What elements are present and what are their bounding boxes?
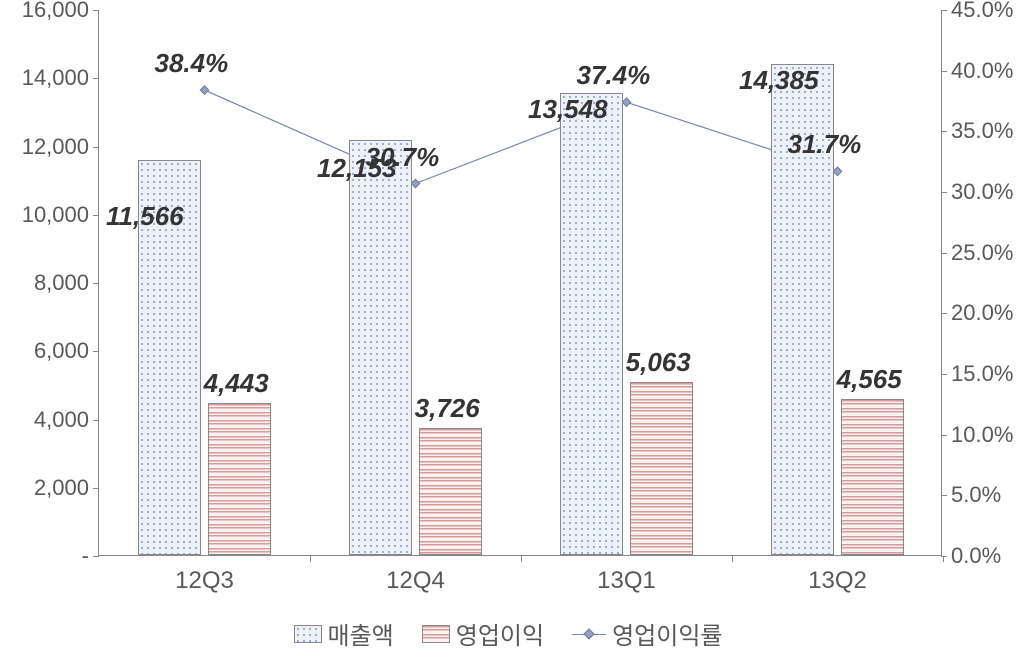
legend-swatch	[422, 625, 450, 643]
y-left-tick: 10,000	[22, 202, 99, 228]
bar1-data-label: 14,385	[739, 65, 819, 96]
y-right-tick: 35.0%	[941, 118, 1013, 144]
line-data-label: 38.4%	[155, 48, 229, 79]
y-left-tick: 6,000	[34, 338, 99, 364]
line-marker	[622, 98, 630, 106]
line-data-label: 31.7%	[788, 129, 862, 160]
bar2-data-label: 5,063	[626, 347, 691, 378]
bar-operating-profit	[419, 428, 482, 555]
x-tick: 13Q2	[808, 555, 867, 595]
bar-operating-profit	[630, 382, 693, 555]
legend-item: 영업이익률	[572, 616, 722, 651]
bar-revenue	[560, 93, 623, 555]
y-left-tick: 14,000	[22, 65, 99, 91]
bar1-data-label: 11,566	[106, 201, 184, 232]
plot-area: -2,0004,0006,0008,00010,00012,00014,0001…	[98, 10, 942, 556]
bar2-data-label: 3,726	[415, 393, 480, 424]
y-right-tick: 40.0%	[941, 58, 1013, 84]
y-right-tick: 45.0%	[941, 0, 1013, 23]
y-right-tick: 0.0%	[941, 543, 1001, 569]
x-tick: 13Q1	[597, 555, 656, 595]
bar2-data-label: 4,565	[837, 364, 902, 395]
y-left-tick: 4,000	[34, 407, 99, 433]
bar2-data-label: 4,443	[204, 368, 269, 399]
x-tick: 12Q4	[386, 555, 445, 595]
bar1-data-label: 13,548	[528, 94, 608, 125]
y-right-tick: 30.0%	[941, 179, 1013, 205]
legend-item: 매출액	[294, 616, 394, 651]
line-data-label: 37.4%	[577, 60, 651, 91]
y-right-tick: 15.0%	[941, 361, 1013, 387]
legend-item: 영업이익	[422, 616, 544, 651]
y-left-tick: 8,000	[34, 270, 99, 296]
y-right-tick: 25.0%	[941, 240, 1013, 266]
x-tick: 12Q3	[175, 555, 234, 595]
y-right-tick: 5.0%	[941, 482, 1001, 508]
legend-label: 영업이익률	[612, 616, 722, 651]
bar-operating-profit	[208, 403, 271, 555]
line-series	[205, 90, 838, 183]
line-marker	[411, 179, 419, 187]
legend: 매출액 영업이익 영업이익률	[0, 616, 1016, 651]
bar-operating-profit	[841, 399, 904, 555]
legend-swatch	[294, 625, 322, 643]
legend-label: 영업이익	[456, 616, 544, 651]
line-marker	[833, 167, 841, 175]
y-left-tick: 2,000	[34, 475, 99, 501]
line-marker	[200, 86, 208, 94]
bar-revenue	[349, 140, 412, 555]
combo-chart: -2,0004,0006,0008,00010,00012,00014,0001…	[0, 0, 1016, 658]
legend-label: 매출액	[328, 616, 394, 651]
y-left-tick: 16,000	[22, 0, 99, 23]
legend-swatch-line	[572, 627, 606, 641]
y-right-tick: 10.0%	[941, 422, 1013, 448]
y-left-tick: 12,000	[22, 134, 99, 160]
bar1-data-label: 12,153	[317, 153, 397, 184]
y-right-tick: 20.0%	[941, 300, 1013, 326]
